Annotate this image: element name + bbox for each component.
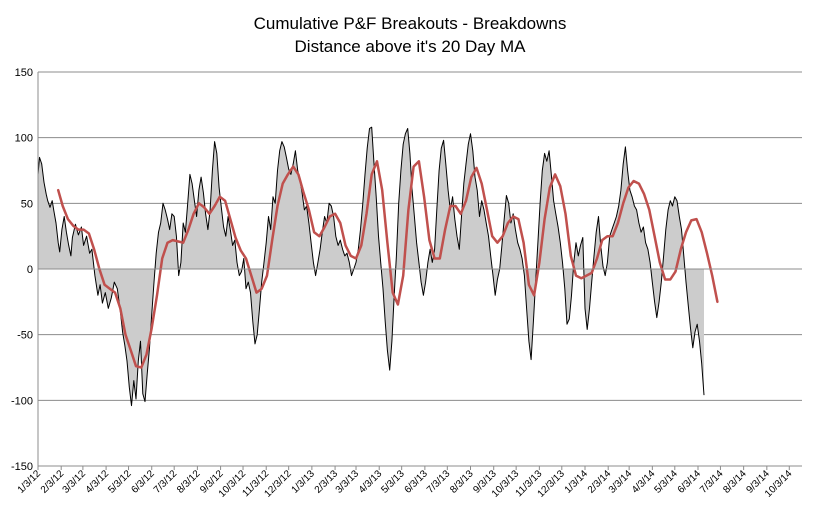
y-tick-label: -150 (11, 461, 33, 473)
x-tick-label: 3/3/12 (61, 468, 89, 496)
x-tick-label: 4/3/14 (630, 468, 658, 496)
x-tick-labels: 1/3/122/3/123/3/124/3/125/3/126/3/127/3/… (16, 468, 795, 500)
x-tick-label: 3/3/13 (334, 468, 362, 496)
y-tick-label: 100 (15, 133, 33, 145)
x-tick-label: 6/3/14 (676, 468, 704, 496)
x-tick-label: 6/3/12 (129, 468, 157, 496)
x-tick-label: 4/3/12 (84, 468, 112, 496)
y-tick-label: 0 (27, 264, 33, 276)
chart-subtitle: Distance above it's 20 Day MA (295, 37, 527, 56)
x-tick-label: 8/3/14 (721, 468, 749, 496)
area-layer (37, 126, 705, 407)
x-tick-label: 1/3/14 (563, 468, 591, 496)
series-area-fill (38, 127, 704, 406)
x-tick-label: 5/3/12 (106, 468, 134, 496)
moving-average-layer (56, 160, 719, 369)
x-tick-label: 8/3/12 (175, 468, 203, 496)
x-tick-label: 3/3/14 (607, 468, 635, 496)
y-tick-label: -100 (11, 395, 33, 407)
x-tick-label: 5/3/14 (652, 468, 680, 496)
y-tick-label: -50 (17, 330, 33, 342)
x-tick-label: 8/3/13 (448, 468, 476, 496)
x-tick-label: 4/3/13 (357, 468, 385, 496)
moving-average-line (56, 160, 719, 369)
y-tick-label: 150 (15, 67, 33, 79)
x-tick-label: 1/3/13 (290, 468, 318, 496)
x-tick-label: 2/3/12 (39, 468, 67, 496)
x-tick-label: 5/3/13 (379, 468, 407, 496)
chart-title: Cumulative P&F Breakouts - Breakdowns (254, 14, 567, 33)
x-tick-label: 7/3/13 (425, 468, 453, 496)
y-tick-labels: 150 100 50 0 -50 -100 -150 (11, 67, 33, 473)
y-tick-label: 50 (21, 198, 33, 210)
x-tick-label: 7/3/12 (152, 468, 180, 496)
x-tick-label: 6/3/13 (403, 468, 431, 496)
series-line (37, 126, 705, 407)
x-tick-label: 7/3/14 (698, 468, 726, 496)
axes (37, 72, 802, 470)
